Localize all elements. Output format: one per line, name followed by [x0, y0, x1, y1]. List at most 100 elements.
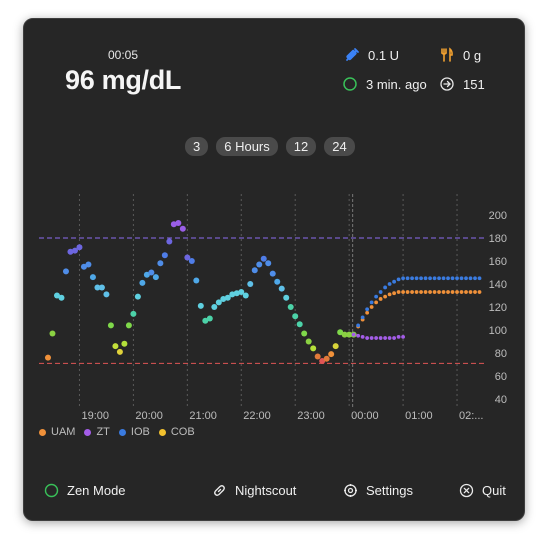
bg-point	[62, 268, 69, 275]
prediction-point-uam	[401, 290, 405, 294]
prediction-point-zt	[378, 336, 383, 340]
bg-point	[44, 354, 51, 361]
prediction-point-zt	[356, 333, 361, 338]
bg-point	[242, 292, 249, 299]
bg-point	[292, 313, 299, 320]
bg-point	[121, 340, 128, 347]
last-reading-time: 00:05	[108, 48, 139, 62]
bg-point	[134, 293, 141, 300]
chart-legend: UAM ZT IOB COB	[39, 426, 195, 438]
y-tick-label: 40	[495, 394, 507, 406]
bg-point	[346, 331, 353, 338]
last-update-text: 3 min. ago	[366, 76, 427, 92]
bg-point	[98, 284, 105, 291]
prediction-point-iob	[455, 276, 459, 281]
bg-point	[166, 238, 173, 245]
bg-point	[251, 267, 258, 274]
quit-button[interactable]: Quit	[459, 483, 506, 498]
insulin-value: 0.1 U	[368, 47, 400, 63]
range-selector: 3 6 Hours 12 24	[185, 137, 355, 156]
prediction-point-iob	[401, 276, 405, 281]
prediction-point-uam	[423, 290, 428, 294]
prediction-point-uam	[441, 290, 446, 294]
bg-point	[193, 277, 200, 284]
y-tick-label: 80	[495, 348, 507, 360]
prediction-point-iob	[405, 276, 410, 281]
eventual-bg-value: 151	[463, 76, 485, 92]
bg-point	[233, 290, 240, 297]
bg-point	[341, 331, 348, 338]
gear-icon	[343, 483, 358, 498]
bg-point	[112, 343, 119, 350]
bg-point	[310, 345, 317, 352]
quit-label: Quit	[482, 483, 506, 498]
prediction-point-uam	[387, 292, 392, 297]
bg-point	[274, 278, 281, 285]
legend-cob: COB	[158, 426, 195, 438]
y-tick-label: 140	[489, 279, 507, 291]
bg-point	[229, 291, 236, 298]
prediction-point-uam	[432, 290, 437, 294]
bg-point	[184, 254, 191, 261]
bg-point	[103, 291, 110, 298]
range-button-24h[interactable]: 24	[324, 137, 355, 156]
prediction-point-zt	[401, 335, 405, 339]
prediction-point-iob	[432, 276, 437, 281]
prediction-point-iob	[365, 307, 370, 312]
prediction-point-zt	[374, 336, 379, 340]
prediction-point-uam	[365, 310, 370, 315]
bg-point	[85, 261, 92, 268]
prediction-point-iob	[392, 279, 397, 284]
prediction-point-zt	[365, 336, 370, 340]
arrow-circle-icon	[439, 76, 455, 92]
bg-point	[265, 260, 272, 267]
bg-point	[188, 258, 195, 264]
bg-point	[278, 285, 285, 292]
prediction-point-uam	[450, 290, 455, 294]
range-button-3h[interactable]: 3	[185, 137, 209, 156]
nightscout-button[interactable]: Nightscout	[212, 483, 296, 498]
bg-point	[67, 248, 74, 255]
bg-point	[179, 225, 186, 232]
prediction-point-uam	[396, 290, 401, 294]
prediction-point-zt	[392, 336, 397, 340]
range-button-6h[interactable]: 6 Hours	[216, 137, 278, 156]
range-button-12h[interactable]: 12	[285, 137, 317, 156]
zen-mode-button[interactable]: Zen Mode	[44, 483, 126, 498]
prediction-point-iob	[383, 285, 388, 290]
bg-point	[71, 247, 78, 254]
bg-point	[80, 263, 87, 270]
bg-point	[305, 338, 312, 345]
app-panel: 00:05 96 mg/dL 0.1 U	[23, 18, 525, 521]
prediction-point-zt	[387, 336, 392, 340]
prediction-point-iob	[387, 282, 392, 286]
bg-point	[157, 260, 164, 267]
prediction-point-zt	[396, 335, 401, 339]
prediction-point-zt	[383, 336, 388, 340]
x-tick-label: 22:00	[243, 410, 271, 422]
bg-point	[89, 274, 96, 281]
current-glucose: 96 mg/dL	[65, 65, 182, 95]
x-tick-label: 19:00	[81, 410, 109, 422]
bg-point	[301, 330, 308, 337]
settings-button[interactable]: Settings	[343, 483, 413, 498]
bg-point	[247, 281, 254, 287]
prediction-point-iob	[419, 276, 423, 281]
bg-point	[202, 317, 209, 324]
bg-point	[197, 302, 204, 309]
y-tick-label: 100	[489, 325, 507, 337]
carbs-stat: 0 g	[439, 47, 481, 63]
prediction-point-iob	[374, 294, 379, 299]
prediction-point-iob	[360, 315, 365, 320]
x-tick-label: 20:00	[135, 410, 163, 422]
bg-point	[170, 221, 177, 228]
prediction-point-iob	[473, 276, 477, 281]
bg-point	[260, 255, 267, 262]
prediction-point-iob	[468, 276, 473, 281]
prediction-point-iob	[414, 276, 419, 281]
x-tick-label: 23:00	[297, 410, 325, 422]
prediction-point-uam	[405, 290, 410, 294]
bg-point	[107, 322, 114, 329]
link-icon	[212, 483, 227, 498]
bg-point	[337, 329, 344, 336]
